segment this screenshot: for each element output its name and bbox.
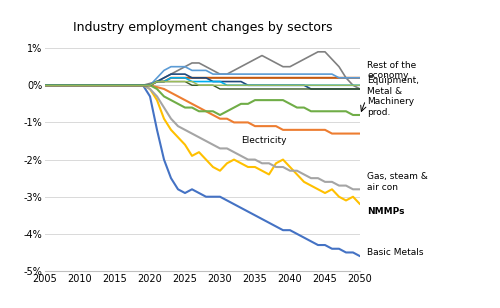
Text: NMMPs: NMMPs	[367, 207, 405, 216]
Text: Equipment,
Metal &
Machinery
prod.: Equipment, Metal & Machinery prod.	[367, 76, 419, 116]
Text: Gas, steam &
air con: Gas, steam & air con	[367, 172, 428, 192]
Text: Electricity: Electricity	[241, 136, 286, 145]
Text: Rest of the
economy: Rest of the economy	[367, 61, 416, 80]
Text: Basic Metals: Basic Metals	[367, 248, 424, 257]
Title: Industry employment changes by sectors: Industry employment changes by sectors	[73, 21, 332, 34]
